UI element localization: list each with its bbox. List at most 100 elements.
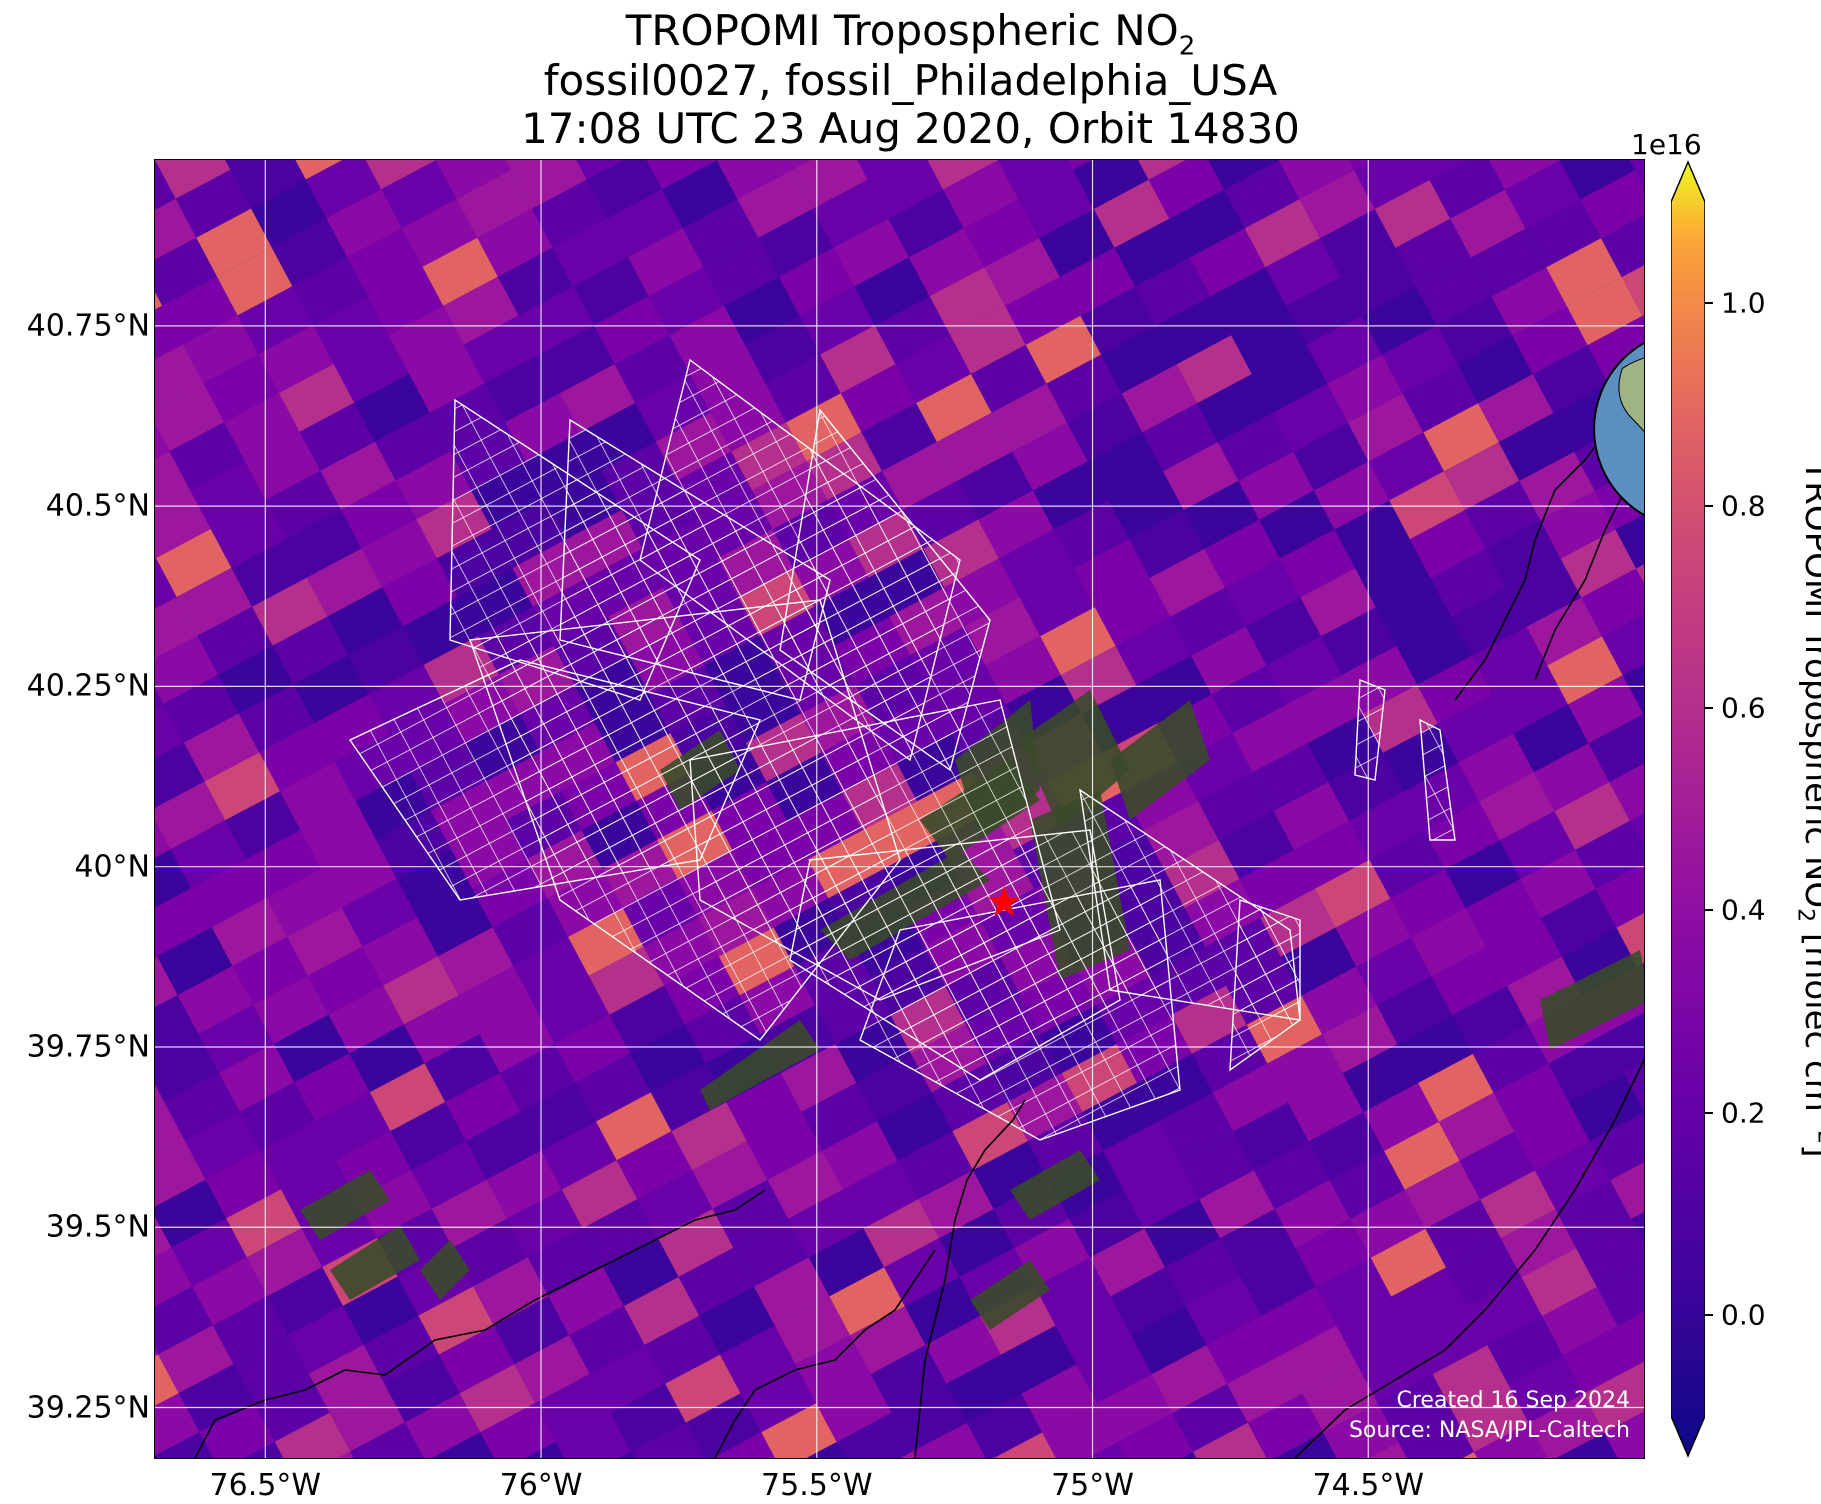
no2-pixel <box>155 1348 159 1357</box>
no2-pixel <box>1315 1257 1392 1326</box>
no2-pixel <box>1040 607 1116 675</box>
latitude-tick-label: 40°N <box>74 849 150 885</box>
no2-pixel <box>300 801 376 869</box>
no2-pixel <box>576 160 624 180</box>
no2-pixel <box>850 1306 926 1375</box>
colorbar-tick-mark <box>1705 1313 1713 1316</box>
no2-pixel <box>569 1306 645 1374</box>
no2-pixel <box>251 179 327 248</box>
no2-pixel <box>1409 510 1486 579</box>
no2-pixel <box>1278 160 1355 200</box>
no2-pixel <box>1638 1361 1644 1376</box>
satellite-image-patch <box>1540 950 1644 1050</box>
no2-pixel <box>761 1403 837 1458</box>
no2-pixel <box>795 1335 871 1404</box>
no2-pixel <box>1500 1209 1577 1278</box>
no2-pixel <box>669 305 745 374</box>
no2-pixel <box>1094 578 1171 646</box>
no2-pixel <box>1108 471 1184 540</box>
no2-pixel <box>1418 1053 1494 1122</box>
no2-pixel <box>1548 1034 1624 1103</box>
no2-pixel <box>1232 704 1308 773</box>
no2-pixel <box>904 1277 981 1345</box>
map-panel[interactable]: Created 16 Sep 2024 Source: NASA/JPL-Cal… <box>154 159 1645 1459</box>
no2-pixel <box>258 325 334 394</box>
oco-footprint-grid <box>1419 718 1456 841</box>
no2-pixel <box>1329 1151 1405 1219</box>
no2-pixel <box>1247 1393 1324 1458</box>
no2-pixel <box>758 208 834 277</box>
no2-pixel <box>1191 626 1267 695</box>
no2-pixel <box>1151 1345 1228 1414</box>
no2-pixel <box>573 257 649 326</box>
no2-pixel <box>459 1364 536 1433</box>
no2-pixel <box>315 1092 391 1161</box>
no2-pixel <box>506 160 530 170</box>
no2-pixel <box>1335 898 1411 967</box>
no2-pixel <box>1498 413 1575 481</box>
credit-source: Source: NASA/JPL-Caltech <box>1348 1418 1630 1443</box>
no2-pixel <box>169 422 245 491</box>
no2-pixel <box>1178 1131 1254 1200</box>
no2-pixel <box>473 1257 549 1326</box>
no2-pixel <box>1218 811 1295 879</box>
colorbar-tick-mark <box>1705 504 1713 507</box>
no2-pixel <box>874 296 951 365</box>
title-subscript: 2 <box>1178 31 1196 62</box>
no2-pixel <box>712 1179 789 1248</box>
no2-pixel <box>863 1199 939 1268</box>
no2-pixel <box>155 849 192 908</box>
no2-pixel <box>867 160 944 219</box>
no2-pixel <box>658 1208 734 1277</box>
no2-pixel <box>1604 1411 1644 1458</box>
no2-pixel <box>1328 752 1404 821</box>
no2-pixel <box>1450 189 1526 258</box>
colorbar-tick-mark <box>1705 706 1713 709</box>
new-jersey-coast <box>1294 1059 1644 1458</box>
no2-pixel <box>575 1053 651 1122</box>
no2-pixel <box>1197 374 1273 443</box>
no2-pixel <box>1287 675 1363 744</box>
no2-pixel <box>1398 1413 1474 1458</box>
no2-pixel <box>985 636 1061 705</box>
no2-pixel <box>230 160 306 209</box>
no2-pixel <box>1286 277 1362 345</box>
no2-pixel <box>1465 879 1542 948</box>
no2-pixel <box>1142 403 1218 472</box>
no2-pixel <box>1217 412 1294 481</box>
no2-pixel <box>368 665 445 733</box>
no2-pixel <box>897 1131 973 1200</box>
no2-pixel <box>720 1325 796 1394</box>
no2-pixel <box>1491 267 1567 336</box>
no2-pixel <box>1487 1316 1563 1385</box>
target-star-marker <box>988 885 1021 917</box>
no2-pixel <box>155 1247 193 1307</box>
no2-pixel <box>1540 490 1616 559</box>
no2-pixel <box>726 1073 802 1141</box>
no2-pixel <box>1526 597 1602 666</box>
no2-pixel <box>198 1004 274 1073</box>
colorbar-tick-label: 0.0 <box>1721 1298 1766 1332</box>
longitude-tick-label: 75°W <box>1051 1468 1134 1503</box>
no2-pixel <box>1227 1354 1303 1423</box>
delaware-bay-shore <box>714 1249 936 1458</box>
no2-pixel <box>362 917 438 986</box>
no2-pixel <box>552 218 629 287</box>
no2-pixel <box>1110 1267 1186 1336</box>
no2-pixel <box>1069 1189 1145 1258</box>
no2-pixel <box>465 1111 542 1180</box>
no2-pixel <box>1375 578 1452 646</box>
no2-pixel <box>356 1170 432 1238</box>
no2-pixel <box>1053 500 1129 569</box>
no2-pixel <box>439 1325 515 1394</box>
no2-pixel <box>1012 422 1088 491</box>
no2-pixel <box>417 888 493 957</box>
no2-pixel <box>1219 1209 1296 1278</box>
no2-pixel <box>305 160 382 219</box>
no2-pixel <box>1123 1160 1200 1229</box>
no2-pixel <box>978 490 1054 559</box>
no2-pixel <box>548 1267 624 1336</box>
satellite-image-patch <box>970 1260 1050 1330</box>
no2-pixel <box>280 762 356 831</box>
no2-pixel <box>1512 306 1588 375</box>
